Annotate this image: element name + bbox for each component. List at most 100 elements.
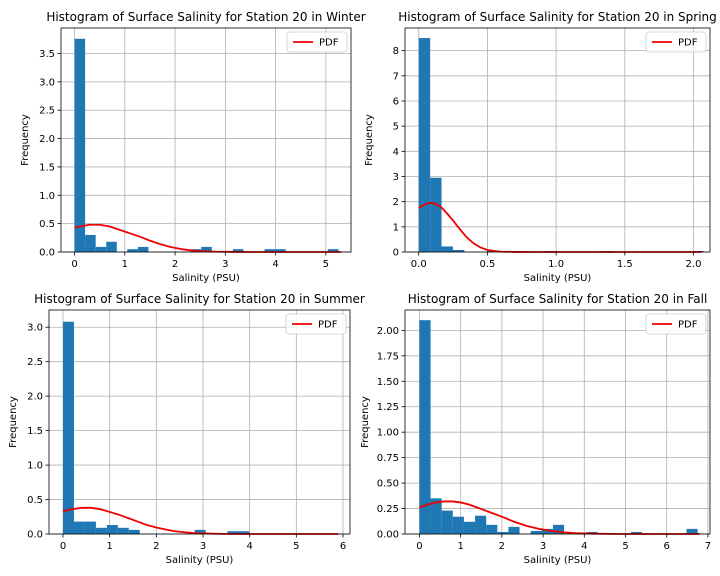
y-tick-label: 2.00 (377, 326, 399, 337)
x-tick-label: 1 (457, 541, 463, 552)
y-axis-label: Frequency (360, 396, 371, 448)
x-tick-label: 0.0 (411, 259, 427, 270)
y-tick-label: 1.50 (377, 377, 399, 388)
x-tick-label: 2 (499, 541, 505, 552)
chart-summer: 0 1 2 3 4 5 6 0.0 0.5 1.0 1.5 2.0 2.5 3.0 Histogram of… (8, 292, 365, 566)
legend-label: PDF (319, 38, 339, 49)
y-tick-label: 0.5 (39, 219, 55, 230)
histogram-bar (106, 241, 117, 252)
y-tick-label: 1.5 (39, 162, 55, 173)
histogram-bar (84, 521, 96, 534)
histogram-bar (63, 321, 74, 534)
histogram-bar (275, 249, 286, 252)
x-axis-label: Salinity (PSU) (172, 273, 240, 284)
x-tick-label: 7 (705, 541, 711, 552)
legend-label: PDF (678, 38, 698, 49)
y-tick-label: 0.0 (27, 530, 43, 541)
histogram-bar (419, 320, 431, 534)
histogram-bar (238, 531, 250, 534)
x-tick-label: 3 (222, 259, 228, 270)
x-tick-label: 1.5 (617, 259, 633, 270)
histogram-bar (441, 246, 453, 252)
y-tick-label: 1.0 (39, 191, 55, 202)
x-tick-label: 0 (60, 541, 66, 552)
histogram-bar (530, 530, 542, 534)
x-tick-label: 4 (272, 259, 278, 270)
chart-title: Histogram of Surface Salinity for Statio… (46, 10, 365, 24)
y-tick-label: 0.5 (27, 495, 43, 506)
histogram-bar (327, 249, 339, 252)
legend-box (286, 31, 348, 53)
axes-frame (404, 309, 711, 535)
y-tick-label: 8 (393, 46, 399, 57)
y-tick-label: 4 (393, 147, 399, 158)
histogram-bar (463, 521, 476, 534)
histogram-bar (85, 234, 96, 252)
x-axis-label: Salinity (PSU) (524, 555, 592, 566)
x-tick-label: 1 (106, 541, 112, 552)
y-tick-label: 2.0 (27, 392, 43, 403)
legend: PDF (645, 31, 707, 53)
axes-frame (60, 27, 352, 253)
axes-frame (48, 309, 351, 535)
x-tick-label: 3 (200, 541, 206, 552)
histogram-bar (475, 515, 487, 534)
histogram-bar (137, 246, 149, 252)
x-tick-label: 0 (416, 541, 422, 552)
y-tick-label: 2.5 (39, 106, 55, 117)
y-tick-label: 0.00 (377, 530, 399, 541)
y-tick-label: 3 (393, 172, 399, 183)
histogram-bar (497, 531, 509, 534)
legend-label: PDF (318, 320, 338, 331)
y-tick-label: 3.5 (39, 49, 55, 60)
chart-winter: 0 1 2 3 4 5 0.0 0.5 1.0 1.5 2.0 2.5 3.0 3.5 Histogram … (20, 10, 366, 284)
histogram-bar (227, 531, 239, 534)
histogram-bar (232, 249, 244, 252)
histogram-bar (452, 516, 464, 534)
histogram-bar (418, 38, 431, 253)
y-tick-label: 0.25 (377, 504, 399, 515)
legend: PDF (645, 313, 707, 335)
histogram-bar (74, 38, 86, 252)
x-tick-label: 0.5 (479, 259, 495, 270)
x-tick-label: 5 (622, 541, 628, 552)
histogram-bar (127, 249, 138, 252)
histogram-bar (430, 177, 442, 252)
histogram-bar (73, 521, 85, 534)
axes-frame (404, 27, 711, 253)
chart-fall: 0 1 2 3 4 5 6 7 0.00 0.25 0.50 0.75 1.00 1.25 1.50 1.75… (360, 292, 711, 566)
y-tick-label: 5 (393, 122, 399, 133)
histogram-bar (95, 527, 107, 534)
x-axis-label: Salinity (PSU) (166, 555, 234, 566)
histogram-bar (452, 249, 465, 252)
chart-title: Histogram of Surface Salinity for Statio… (408, 292, 708, 306)
histogram-bar (95, 246, 107, 252)
histogram-bar (441, 510, 453, 534)
y-tick-label: 0.0 (39, 248, 55, 259)
y-tick-label: 3.0 (39, 77, 55, 88)
y-axis-label: Frequency (364, 114, 375, 166)
x-tick-label: 1.0 (548, 259, 564, 270)
y-tick-label: 0.50 (377, 479, 399, 490)
legend: PDF (285, 313, 347, 335)
histogram-bar (552, 524, 565, 534)
histogram-bar (264, 249, 276, 252)
y-tick-label: 1.5 (27, 426, 43, 437)
x-tick-label: 4 (246, 541, 252, 552)
x-tick-label: 2 (153, 541, 159, 552)
y-tick-label: 2 (393, 197, 399, 208)
y-tick-label: 0.75 (377, 453, 399, 464)
histogram-bar (486, 524, 498, 534)
y-tick-label: 1.0 (27, 461, 43, 472)
histogram-bar (541, 528, 553, 534)
x-tick-label: 5 (323, 259, 329, 270)
x-tick-label: 1 (122, 259, 128, 270)
y-tick-label: 1.25 (377, 402, 399, 413)
histogram-bar (430, 498, 442, 534)
histogram-bar (630, 531, 642, 534)
legend: PDF (286, 31, 348, 53)
histogram-bar (106, 525, 118, 534)
histogram-bar (508, 526, 520, 534)
x-tick-label: 6 (340, 541, 346, 552)
